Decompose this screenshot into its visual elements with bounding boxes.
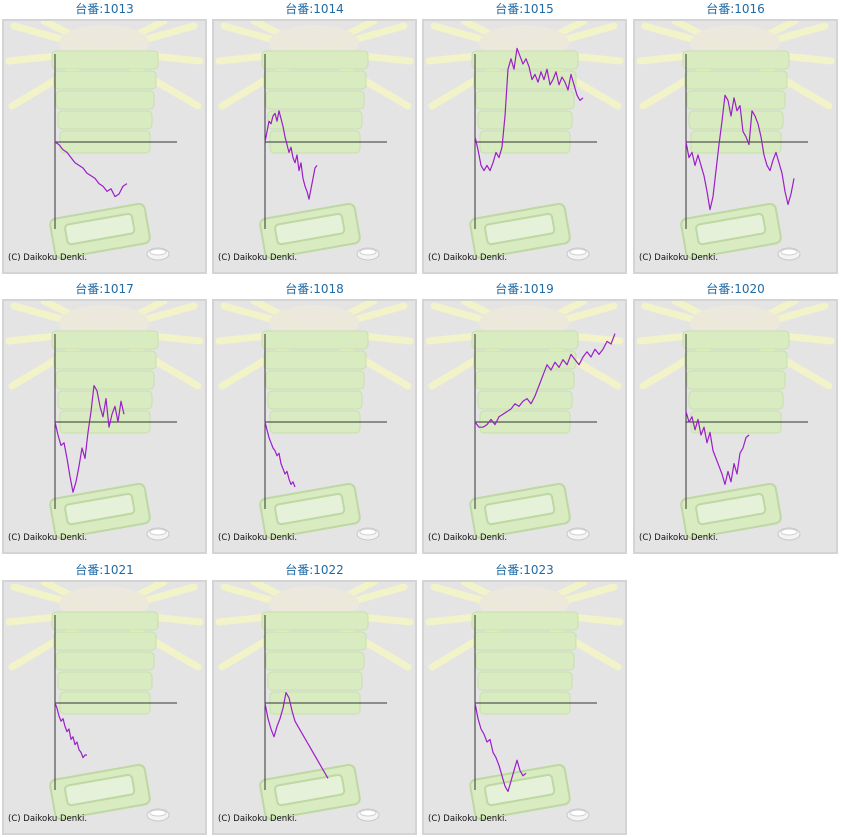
graph-card: 台番:1016 (C) Daikoku Denki.	[633, 0, 838, 275]
copyright-text: (C) Daikoku Denki.	[8, 253, 88, 263]
graph-card: 台番:1020 (C) Daikoku Denki.	[633, 280, 838, 555]
machine-number-title[interactable]: 台番:1016	[706, 2, 765, 16]
graph-panel: (C) Daikoku Denki.	[422, 580, 627, 835]
graph-panel: (C) Daikoku Denki.	[2, 299, 207, 554]
machine-number-title[interactable]: 台番:1013	[75, 2, 134, 16]
copyright-text: (C) Daikoku Denki.	[218, 533, 298, 543]
graph-panel: (C) Daikoku Denki.	[422, 299, 627, 554]
payout-graph	[214, 582, 415, 833]
graph-card: 台番:1013 (C) Daikoku Denki.	[2, 0, 207, 275]
payout-graph	[424, 301, 625, 552]
machine-number-title[interactable]: 台番:1019	[495, 282, 554, 296]
machine-number-title[interactable]: 台番:1021	[75, 563, 134, 577]
copyright-text: (C) Daikoku Denki.	[639, 533, 719, 543]
payout-graph	[4, 301, 205, 552]
graph-panel: (C) Daikoku Denki.	[633, 299, 838, 554]
copyright-text: (C) Daikoku Denki.	[639, 253, 719, 263]
graph-panel: (C) Daikoku Denki.	[212, 299, 417, 554]
payout-line	[474, 333, 616, 428]
graph-panel: (C) Daikoku Denki.	[212, 19, 417, 274]
payout-graph	[4, 582, 205, 833]
copyright-text: (C) Daikoku Denki.	[428, 533, 508, 543]
machine-number-title[interactable]: 台番:1020	[706, 282, 765, 296]
graph-card: 台番:1015 (C) Daikoku Denki.	[422, 0, 627, 275]
payout-graph	[635, 21, 836, 272]
machine-number-title[interactable]: 台番:1014	[285, 2, 344, 16]
payout-line	[54, 141, 128, 198]
graph-card: 台番:1019 (C) Daikoku Denki.	[422, 280, 627, 555]
payout-graph	[424, 21, 625, 272]
payout-graph	[214, 301, 415, 552]
copyright-text: (C) Daikoku Denki.	[428, 814, 508, 824]
payout-graph	[635, 301, 836, 552]
copyright-text: (C) Daikoku Denki.	[218, 253, 298, 263]
payout-graph	[4, 21, 205, 272]
background-art	[214, 582, 415, 833]
machine-number-title[interactable]: 台番:1022	[285, 563, 344, 577]
background-art	[214, 301, 415, 552]
graph-card: 台番:1017 (C) Daikoku Denki.	[2, 280, 207, 555]
payout-line	[54, 384, 125, 493]
copyright-text: (C) Daikoku Denki.	[218, 814, 298, 824]
background-art	[214, 21, 415, 272]
payout-graph	[214, 21, 415, 272]
machine-number-title[interactable]: 台番:1015	[495, 2, 554, 16]
payout-line	[474, 47, 584, 172]
background-art	[424, 301, 625, 552]
payout-line	[685, 94, 795, 211]
graph-card: 台番:1014 (C) Daikoku Denki.	[212, 0, 417, 275]
background-art	[424, 21, 625, 272]
graph-panel: (C) Daikoku Denki.	[2, 19, 207, 274]
background-art	[635, 301, 836, 552]
machine-number-title[interactable]: 台番:1023	[495, 563, 554, 577]
graph-panel: (C) Daikoku Denki.	[422, 19, 627, 274]
graph-card: 台番:1022 (C) Daikoku Denki.	[212, 561, 417, 836]
background-art	[635, 21, 836, 272]
payout-line	[685, 411, 750, 485]
copyright-text: (C) Daikoku Denki.	[8, 814, 88, 824]
graph-card: 台番:1018 (C) Daikoku Denki.	[212, 280, 417, 555]
payout-line	[264, 110, 318, 200]
payout-graph	[424, 582, 625, 833]
payout-line	[264, 691, 329, 779]
graph-panel: (C) Daikoku Denki.	[2, 580, 207, 835]
graph-card: 台番:1021 (C) Daikoku Denki.	[2, 561, 207, 836]
background-art	[4, 582, 205, 833]
copyright-text: (C) Daikoku Denki.	[8, 533, 88, 543]
graph-panel: (C) Daikoku Denki.	[633, 19, 838, 274]
payout-line	[264, 421, 296, 488]
copyright-text: (C) Daikoku Denki.	[428, 253, 508, 263]
machine-number-title[interactable]: 台番:1017	[75, 282, 134, 296]
background-art	[4, 301, 205, 552]
payout-line	[54, 702, 87, 759]
payout-line	[474, 702, 527, 792]
background-art	[4, 21, 205, 272]
machine-number-title[interactable]: 台番:1018	[285, 282, 344, 296]
graph-card: 台番:1023 (C) Daikoku Denki.	[422, 561, 627, 836]
background-art	[424, 582, 625, 833]
graph-panel: (C) Daikoku Denki.	[212, 580, 417, 835]
